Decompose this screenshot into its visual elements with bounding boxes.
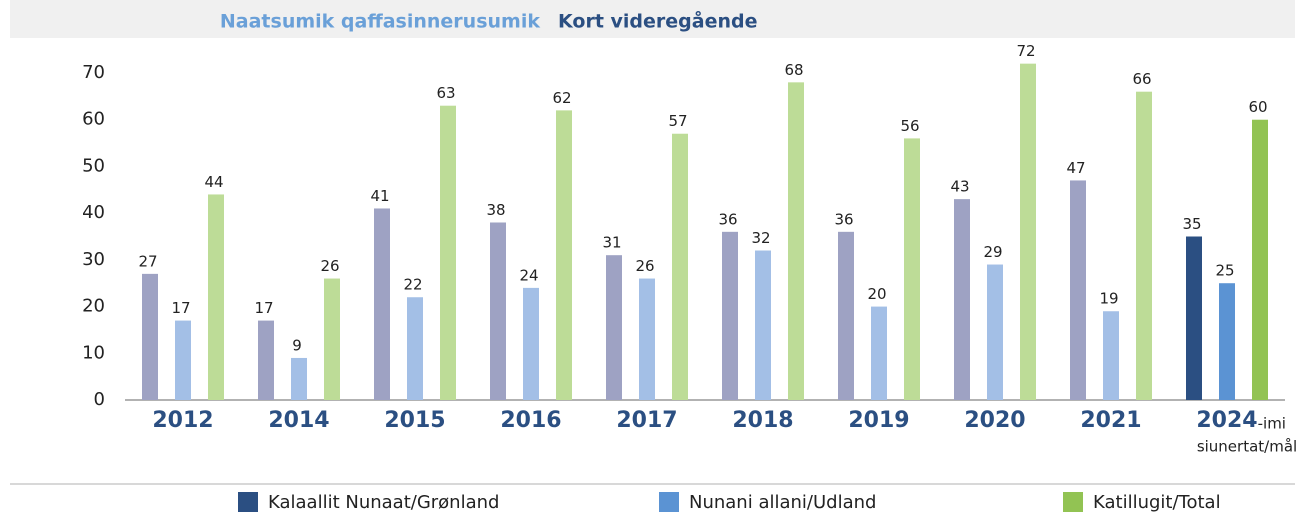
bar [490, 222, 506, 400]
bar [142, 273, 158, 400]
bar [606, 255, 622, 400]
value-label: 31 [602, 234, 621, 252]
legend-swatch [659, 492, 679, 512]
bar [838, 231, 854, 400]
value-label: 17 [171, 299, 190, 317]
x-tick-label: 2014 [268, 408, 329, 433]
bar [1186, 236, 1202, 400]
value-label: 27 [138, 252, 157, 270]
x-tick-label: 2020 [964, 408, 1025, 433]
value-label: 20 [867, 285, 886, 303]
bar [1136, 91, 1152, 400]
bar [291, 357, 307, 400]
y-tick-label: 50 [82, 155, 105, 176]
value-label: 63 [436, 84, 455, 102]
value-label: 56 [900, 117, 919, 135]
x-tick-label: 2024 [1196, 408, 1257, 433]
bar [904, 138, 920, 400]
value-label: 68 [784, 61, 803, 79]
y-tick-label: 70 [82, 62, 105, 83]
bar [556, 110, 572, 400]
x-tick-label: 2021 [1080, 408, 1141, 433]
value-label: 24 [519, 266, 538, 284]
value-label: 26 [320, 257, 339, 275]
value-label: 35 [1182, 215, 1201, 233]
bar [407, 297, 423, 400]
bar [1252, 119, 1268, 400]
legend-label: Nunani allani/Udland [689, 492, 876, 513]
y-tick-label: 60 [82, 109, 105, 130]
value-label: 44 [204, 173, 223, 191]
value-label: 32 [751, 229, 770, 247]
bar [324, 278, 340, 400]
bar [871, 306, 887, 400]
value-label: 47 [1066, 159, 1085, 177]
chart-subtitle: Kort videregående [558, 9, 757, 33]
value-label: 43 [950, 178, 969, 196]
bar [258, 320, 274, 400]
value-label: 72 [1016, 42, 1035, 60]
bar [639, 278, 655, 400]
value-label: 25 [1215, 262, 1234, 280]
x-tick-label: 2015 [384, 408, 445, 433]
value-label: 29 [983, 243, 1002, 261]
y-tick-label: 0 [94, 389, 105, 410]
y-tick-label: 10 [82, 342, 105, 363]
value-label: 62 [552, 89, 571, 107]
x-tick-label: 2016 [500, 408, 561, 433]
bar [722, 231, 738, 400]
bar [755, 250, 771, 400]
bar [175, 320, 191, 400]
bar [788, 82, 804, 400]
value-label: 36 [718, 210, 737, 228]
value-label: 66 [1132, 70, 1151, 88]
bar [1020, 63, 1036, 401]
y-tick-label: 20 [82, 296, 105, 317]
value-label: 57 [668, 112, 687, 130]
bar [374, 208, 390, 400]
y-tick-label: 40 [82, 202, 105, 223]
value-label: 41 [370, 187, 389, 205]
value-label: 9 [292, 336, 302, 354]
value-label: 36 [834, 210, 853, 228]
value-label: 26 [635, 257, 654, 275]
target-suffix: -imi [1258, 415, 1286, 433]
legend-swatch [238, 492, 258, 512]
target-note: siunertat/mål [1197, 438, 1297, 456]
bar [672, 133, 688, 400]
bar [987, 264, 1003, 400]
bar [1103, 311, 1119, 400]
legend-label: Kalaallit Nunaat/Grønland [268, 492, 499, 513]
value-label: 38 [486, 201, 505, 219]
bar [208, 194, 224, 400]
bar [954, 199, 970, 400]
legend-label: Katillugit/Total [1093, 492, 1221, 513]
title-band [10, 0, 1295, 38]
value-label: 22 [403, 276, 422, 294]
y-tick-label: 30 [82, 249, 105, 270]
value-label: 60 [1248, 98, 1267, 116]
chart-title: Naatsumik qaffasinnerusumik [220, 11, 540, 33]
bar [1070, 180, 1086, 400]
bar [1219, 283, 1235, 400]
x-tick-label: 2019 [848, 408, 909, 433]
bar [440, 105, 456, 400]
value-label: 17 [254, 299, 273, 317]
x-tick-label: 2018 [732, 408, 793, 433]
x-tick-label: 2012 [152, 408, 213, 433]
x-tick-label: 2017 [616, 408, 677, 433]
value-label: 19 [1099, 290, 1118, 308]
bar [523, 287, 539, 400]
legend-swatch [1063, 492, 1083, 512]
